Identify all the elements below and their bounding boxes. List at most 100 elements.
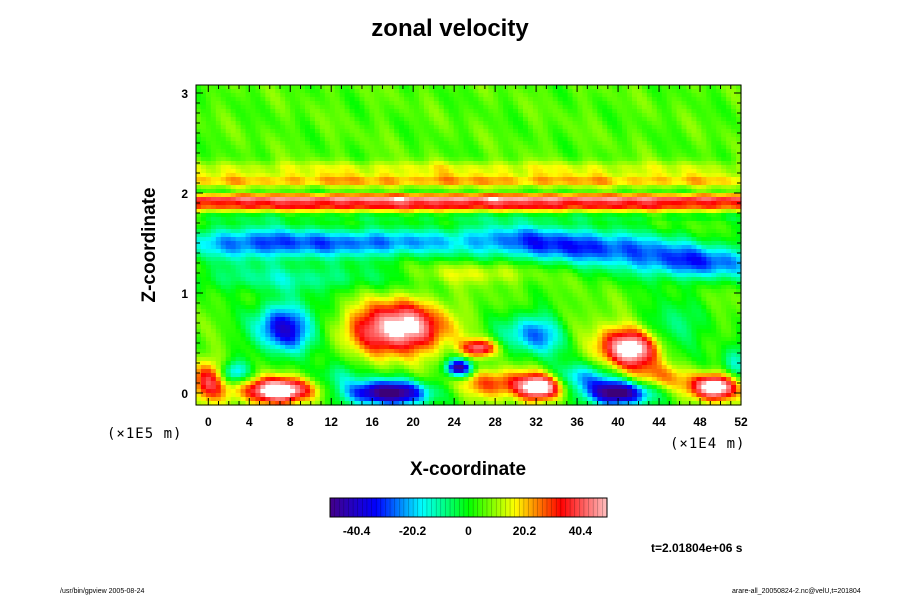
heatmap-cell	[423, 217, 430, 222]
heatmap-cell	[676, 245, 683, 250]
heatmap-cell	[453, 217, 460, 222]
heatmap-cell	[547, 137, 554, 142]
heatmap-cell	[721, 229, 727, 234]
heatmap-cell	[701, 149, 707, 154]
heatmap-cell	[196, 257, 202, 262]
heatmap-cell	[255, 205, 261, 210]
heatmap-cell	[394, 241, 400, 246]
heatmap-cell	[220, 225, 227, 230]
heatmap-cell	[359, 253, 366, 258]
heatmap-cell	[409, 197, 415, 202]
heatmap-cell	[250, 141, 257, 146]
heatmap-cell	[547, 185, 554, 190]
heatmap-cell	[314, 153, 321, 158]
heatmap-cell	[527, 185, 534, 190]
heatmap-cell	[552, 93, 559, 98]
heatmap-cell	[612, 189, 618, 194]
heatmap-cell	[552, 145, 559, 150]
heatmap-cell	[696, 193, 702, 198]
heatmap-cell	[314, 121, 321, 126]
heatmap-cell	[374, 161, 380, 166]
heatmap-cell	[359, 265, 366, 270]
heatmap-cell	[196, 93, 202, 98]
heatmap-cell	[726, 129, 732, 134]
heatmap-cell	[716, 141, 722, 146]
heatmap-cell	[706, 149, 712, 154]
heatmap-cell	[384, 93, 390, 98]
heatmap-cell	[676, 261, 683, 266]
heatmap-cell	[607, 89, 613, 94]
heatmap-cell	[686, 193, 693, 198]
heatmap-cell	[339, 145, 346, 150]
heatmap-cell	[414, 189, 420, 194]
heatmap-cell	[632, 177, 638, 182]
heatmap-cell	[309, 221, 316, 226]
heatmap-cell	[329, 201, 336, 206]
heatmap-cell	[473, 225, 479, 230]
heatmap-cell	[215, 197, 222, 202]
heatmap-cell	[374, 193, 380, 198]
heatmap-cell	[374, 113, 380, 118]
heatmap-cell	[423, 261, 430, 266]
heatmap-cell	[666, 169, 673, 174]
heatmap-cell	[280, 125, 286, 130]
heatmap-cell	[523, 133, 529, 138]
heatmap-cell	[706, 249, 712, 254]
heatmap-cell	[607, 225, 613, 230]
heatmap-cell	[319, 141, 326, 146]
heatmap-cell	[666, 93, 673, 98]
heatmap-cell	[483, 181, 489, 186]
heatmap-cell	[612, 177, 618, 182]
heatmap-cell	[275, 185, 281, 190]
heatmap-cell	[354, 257, 361, 262]
heatmap-cell	[636, 241, 643, 246]
heatmap-cell	[711, 125, 717, 130]
heatmap-cell	[215, 169, 222, 174]
heatmap-cell	[701, 153, 707, 158]
heatmap-cell	[691, 141, 697, 146]
heatmap-cell	[587, 225, 593, 230]
heatmap-cell	[215, 133, 222, 138]
heatmap-cell	[300, 177, 306, 182]
heatmap-cell	[260, 89, 266, 94]
heatmap-cell	[498, 181, 504, 186]
heatmap-cell	[632, 225, 638, 230]
heatmap-cell	[731, 113, 737, 118]
heatmap-cell	[612, 241, 618, 246]
heatmap-cell	[518, 249, 524, 254]
heatmap-cell	[319, 109, 326, 114]
heatmap-cell	[597, 129, 603, 134]
heatmap-cell	[255, 233, 261, 238]
heatmap-cell	[627, 105, 633, 110]
heatmap-cell	[656, 181, 663, 186]
heatmap-cell	[731, 221, 737, 226]
heatmap-cell	[463, 261, 470, 266]
heatmap-cell	[220, 221, 227, 226]
heatmap-cell	[602, 105, 608, 110]
heatmap-cell	[215, 117, 222, 122]
heatmap-cell	[607, 161, 613, 166]
heatmap-cell	[498, 193, 504, 198]
heatmap-cell	[483, 193, 489, 198]
heatmap-cell	[612, 205, 618, 210]
heatmap-cell	[324, 217, 331, 222]
heatmap-cell	[265, 169, 271, 174]
heatmap-cell	[542, 233, 549, 238]
heatmap-cell	[503, 137, 509, 142]
heatmap-cell	[701, 113, 707, 118]
heatmap-cell	[215, 193, 222, 198]
heatmap-cell	[597, 137, 603, 142]
heatmap-cell	[245, 93, 252, 98]
heatmap-cell	[582, 237, 588, 242]
heatmap-cell	[285, 217, 291, 222]
heatmap-cell	[518, 185, 524, 190]
heatmap-cell	[726, 201, 732, 206]
heatmap-cell	[235, 201, 242, 206]
heatmap-cell	[404, 109, 410, 114]
heatmap-cell	[562, 189, 569, 194]
heatmap-cell	[448, 201, 455, 206]
heatmap-cell	[681, 85, 688, 90]
heatmap-cell	[602, 209, 608, 214]
heatmap-cell	[731, 233, 737, 238]
heatmap-cell	[463, 137, 470, 142]
